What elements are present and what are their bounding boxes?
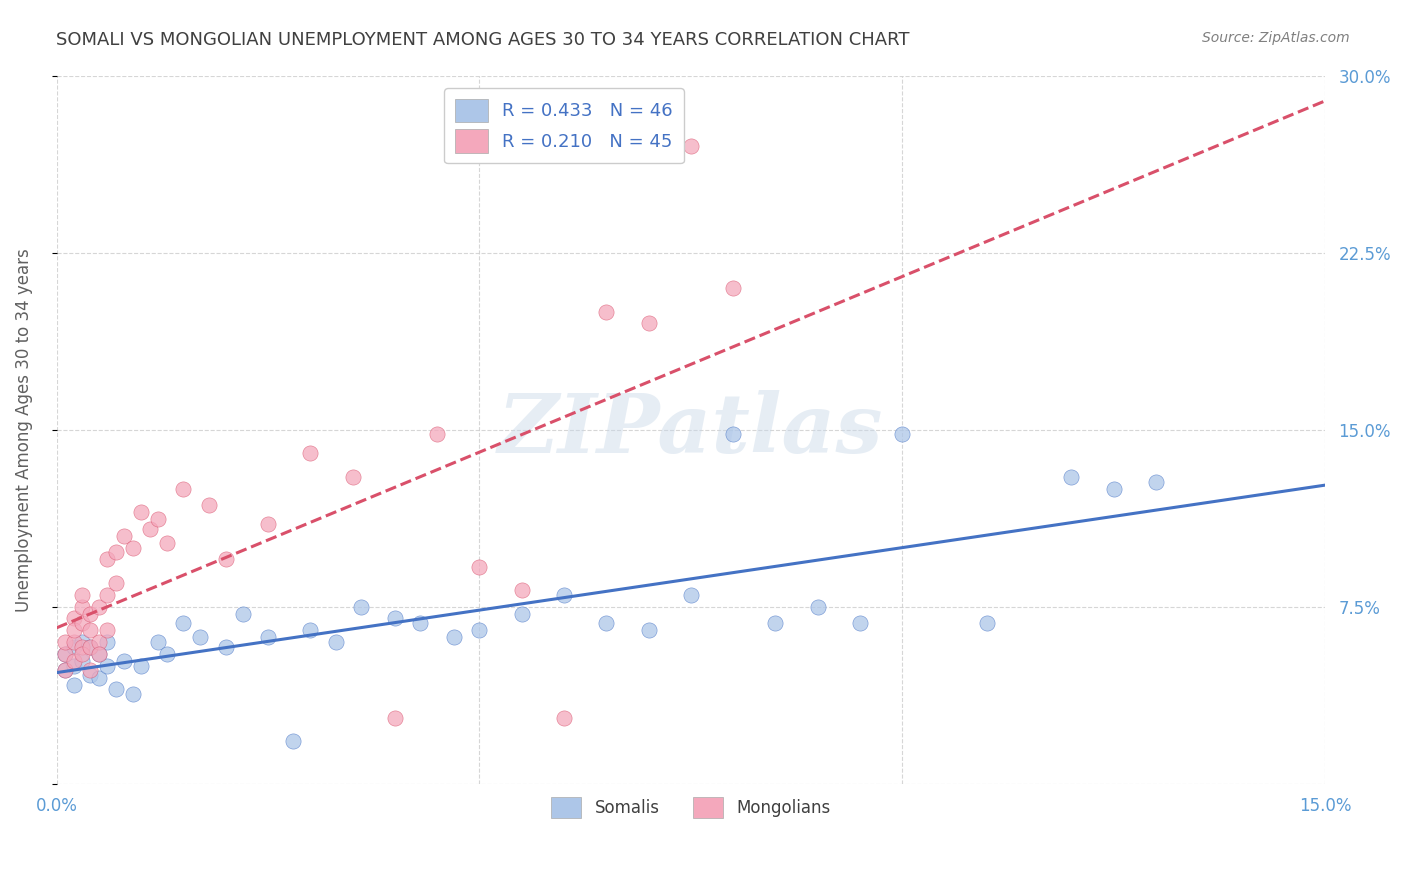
Point	[1144, 475, 1167, 489]
Point	[62, 640, 84, 654]
Point	[70, 599, 93, 614]
Point	[637, 317, 659, 331]
Point	[112, 529, 135, 543]
Point	[87, 635, 110, 649]
Point	[129, 505, 152, 519]
Point	[121, 541, 143, 555]
Point	[384, 711, 406, 725]
Point	[595, 304, 617, 318]
Point	[350, 599, 373, 614]
Point	[215, 552, 238, 566]
Point	[87, 599, 110, 614]
Point	[138, 522, 160, 536]
Point	[468, 559, 491, 574]
Point	[976, 616, 998, 631]
Point	[70, 635, 93, 649]
Point	[172, 616, 194, 631]
Point	[553, 711, 575, 725]
Point	[232, 607, 254, 621]
Point	[510, 583, 533, 598]
Point	[299, 624, 322, 638]
Point	[595, 616, 617, 631]
Point	[384, 611, 406, 625]
Point	[1060, 470, 1083, 484]
Point	[765, 616, 787, 631]
Point	[807, 599, 830, 614]
Point	[155, 536, 177, 550]
Point	[155, 647, 177, 661]
Point	[121, 687, 143, 701]
Point	[62, 654, 84, 668]
Point	[553, 588, 575, 602]
Point	[637, 624, 659, 638]
Point	[129, 658, 152, 673]
Point	[62, 624, 84, 638]
Text: ZIPatlas: ZIPatlas	[498, 390, 883, 469]
Point	[257, 631, 280, 645]
Point	[215, 640, 238, 654]
Point	[96, 635, 118, 649]
Point	[721, 427, 744, 442]
Point	[70, 588, 93, 602]
Point	[62, 611, 84, 625]
Point	[849, 616, 872, 631]
Point	[70, 640, 93, 654]
Point	[53, 664, 76, 678]
Point	[96, 552, 118, 566]
Point	[62, 658, 84, 673]
Point	[104, 682, 127, 697]
Point	[299, 446, 322, 460]
Point	[1102, 482, 1125, 496]
Point	[104, 545, 127, 559]
Point	[53, 664, 76, 678]
Point	[79, 624, 101, 638]
Text: SOMALI VS MONGOLIAN UNEMPLOYMENT AMONG AGES 30 TO 34 YEARS CORRELATION CHART: SOMALI VS MONGOLIAN UNEMPLOYMENT AMONG A…	[56, 31, 910, 49]
Text: Source: ZipAtlas.com: Source: ZipAtlas.com	[1202, 31, 1350, 45]
Point	[96, 658, 118, 673]
Point	[443, 631, 465, 645]
Point	[198, 498, 221, 512]
Legend: Somalis, Mongolians: Somalis, Mongolians	[544, 790, 837, 825]
Point	[79, 664, 101, 678]
Point	[87, 647, 110, 661]
Point	[721, 281, 744, 295]
Point	[409, 616, 432, 631]
Point	[79, 607, 101, 621]
Point	[190, 631, 212, 645]
Point	[679, 139, 702, 153]
Point	[146, 512, 169, 526]
Point	[325, 635, 347, 649]
Point	[426, 427, 449, 442]
Point	[87, 671, 110, 685]
Point	[468, 624, 491, 638]
Point	[146, 635, 169, 649]
Point	[283, 734, 305, 748]
Point	[70, 647, 93, 661]
Point	[112, 654, 135, 668]
Point	[891, 427, 914, 442]
Point	[79, 668, 101, 682]
Point	[172, 482, 194, 496]
Point	[79, 640, 101, 654]
Point	[342, 470, 364, 484]
Point	[53, 635, 76, 649]
Point	[62, 635, 84, 649]
Point	[96, 624, 118, 638]
Point	[70, 616, 93, 631]
Point	[53, 647, 76, 661]
Point	[257, 517, 280, 532]
Point	[62, 677, 84, 691]
Point	[79, 640, 101, 654]
Point	[679, 588, 702, 602]
Y-axis label: Unemployment Among Ages 30 to 34 years: Unemployment Among Ages 30 to 34 years	[15, 248, 32, 612]
Point	[96, 588, 118, 602]
Point	[87, 647, 110, 661]
Point	[70, 654, 93, 668]
Point	[510, 607, 533, 621]
Point	[104, 576, 127, 591]
Point	[53, 647, 76, 661]
